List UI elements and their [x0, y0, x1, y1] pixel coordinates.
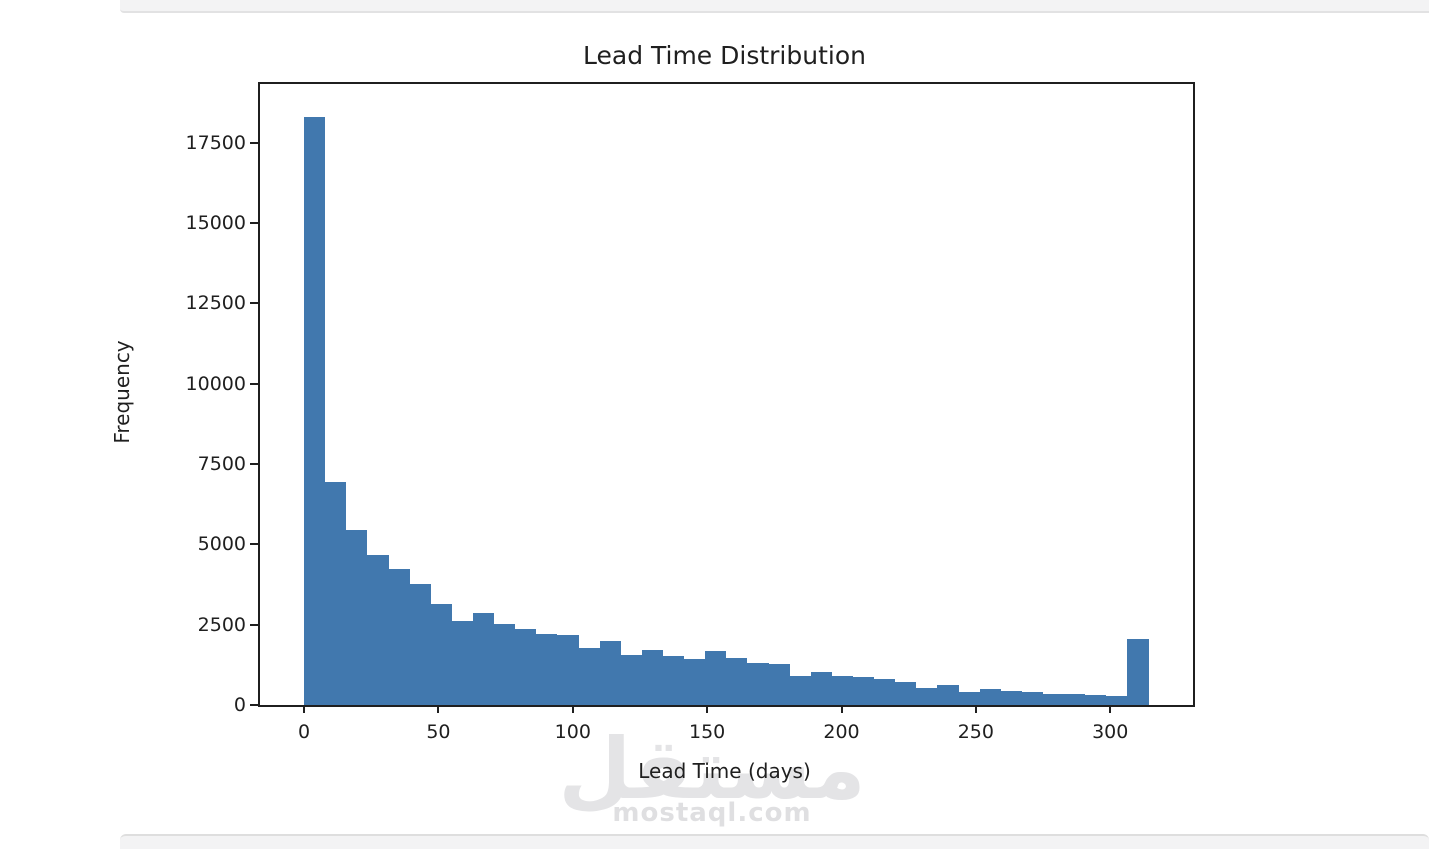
y-tick-mark — [250, 221, 258, 224]
histogram-bar — [578, 648, 600, 705]
x-tick-mark — [974, 705, 977, 713]
histogram-bar — [536, 634, 558, 705]
histogram-bar — [1127, 639, 1149, 705]
histogram-bar — [768, 663, 790, 705]
x-tick-mark — [1109, 705, 1112, 713]
histogram-bar — [367, 554, 389, 705]
x-tick-mark — [303, 705, 306, 713]
histogram-bar — [641, 650, 663, 705]
histogram-bar — [1043, 693, 1065, 705]
histogram-bar — [853, 677, 875, 705]
y-tick-label: 15000 — [185, 211, 246, 234]
x-tick-label: 50 — [426, 721, 451, 743]
x-tick-mark — [437, 705, 440, 713]
histogram-bar — [831, 676, 854, 705]
histogram-bar — [937, 685, 959, 705]
histogram-bar — [747, 662, 769, 705]
histogram-bar — [916, 687, 938, 705]
x-tick-label: 300 — [1092, 721, 1129, 743]
histogram-bar — [346, 529, 368, 705]
histogram-bar — [810, 671, 832, 705]
histogram-bar — [325, 481, 347, 705]
chart-title: Lead Time Distribution — [583, 41, 866, 70]
x-axis-label: Lead Time (days) — [638, 759, 811, 783]
histogram-bar — [557, 635, 579, 705]
mostaql-watermark-logo: مستقل — [558, 720, 866, 818]
y-tick-label: 5000 — [197, 533, 246, 556]
x-tick-label: 0 — [298, 721, 311, 743]
x-tick-label: 200 — [823, 721, 860, 743]
histogram-bar — [895, 681, 917, 705]
histogram-bar — [304, 116, 326, 705]
plot-area: 0 2500 5000 7500 10000 12500 15000 17500 0 50 100 1… — [186, 82, 1195, 743]
x-tick-label: 100 — [554, 721, 591, 743]
histogram-bar — [979, 689, 1001, 705]
histogram-bar — [472, 613, 495, 705]
histogram-bar — [663, 656, 685, 705]
y-tick-label: 10000 — [185, 372, 246, 395]
y-tick-mark — [250, 302, 258, 305]
histogram-bar — [958, 691, 980, 705]
top-card-edge — [120, 0, 1429, 13]
histogram-bar — [1021, 691, 1044, 705]
y-tick-mark — [250, 141, 258, 144]
y-tick-label: 0 — [233, 694, 246, 716]
y-tick-mark — [250, 704, 258, 706]
x-tick-mark — [840, 705, 843, 713]
y-tick-mark — [250, 382, 258, 385]
histogram-bar — [705, 651, 727, 705]
histogram-bar — [1000, 690, 1022, 705]
y-tick-label: 17500 — [185, 131, 246, 154]
histogram-bar — [620, 654, 642, 705]
y-tick-label: 12500 — [185, 292, 246, 315]
histogram-bar — [494, 624, 516, 705]
y-tick-label: 7500 — [197, 452, 246, 475]
x-tick-mark — [571, 705, 574, 713]
histogram-bar — [684, 659, 706, 705]
y-tick-label: 2500 — [197, 613, 246, 636]
histogram-bar — [1085, 695, 1107, 705]
histogram-bar — [599, 640, 621, 705]
histogram-bar — [789, 676, 811, 705]
histogram-bar — [874, 679, 896, 705]
histogram-bar — [430, 603, 452, 705]
mostaql-watermark-url: mostaql.com — [612, 798, 812, 828]
histogram-bar — [1064, 694, 1086, 705]
histogram-bar — [388, 569, 410, 705]
histogram-bar — [1106, 696, 1128, 705]
x-tick-label: 250 — [957, 721, 994, 743]
histogram-bar — [409, 583, 431, 705]
x-tick-mark — [706, 705, 709, 713]
histogram-bar — [515, 629, 537, 705]
y-tick-mark — [250, 543, 258, 546]
histogram-bar — [726, 658, 748, 705]
y-tick-mark — [250, 623, 258, 626]
x-tick-label: 150 — [689, 721, 726, 743]
y-tick-mark — [250, 462, 258, 465]
y-axis-label: Frequency — [110, 340, 134, 444]
histogram-bar — [451, 621, 473, 705]
bottom-card-edge — [120, 834, 1429, 849]
